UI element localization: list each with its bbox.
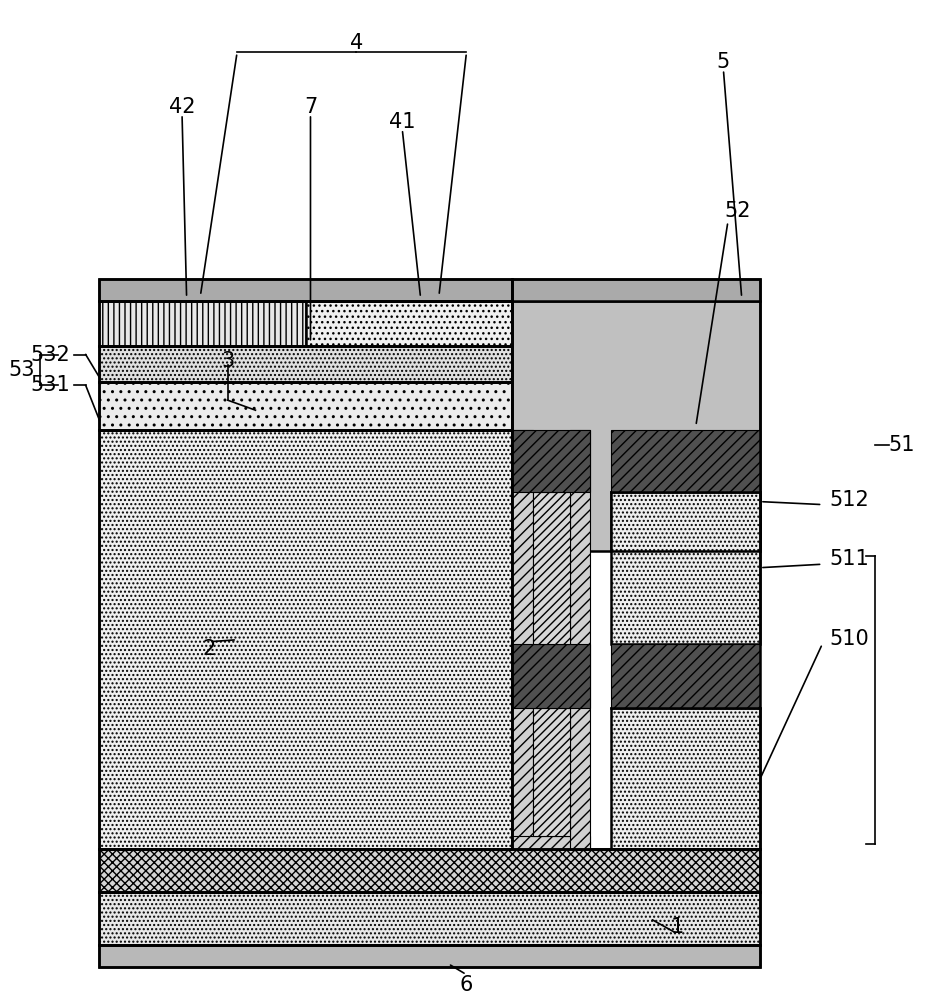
Bar: [569, 430, 590, 849]
Bar: [512, 430, 590, 492]
Bar: [610, 430, 759, 492]
Bar: [99, 382, 512, 430]
Bar: [532, 708, 569, 836]
Text: 3: 3: [221, 351, 235, 371]
Bar: [99, 346, 512, 382]
Bar: [610, 708, 759, 849]
Bar: [99, 430, 512, 849]
Bar: [512, 836, 590, 849]
Bar: [99, 346, 512, 382]
Bar: [99, 382, 512, 430]
Text: 7: 7: [303, 97, 317, 117]
Text: 512: 512: [828, 490, 868, 510]
Bar: [99, 849, 759, 892]
Bar: [512, 644, 590, 708]
Bar: [610, 644, 759, 708]
Bar: [99, 279, 512, 301]
Text: 510: 510: [828, 629, 868, 649]
Bar: [99, 279, 512, 301]
Text: 52: 52: [723, 201, 750, 221]
Bar: [99, 849, 759, 892]
Bar: [306, 301, 512, 346]
Bar: [99, 945, 759, 967]
Text: 531: 531: [31, 375, 70, 395]
Bar: [610, 492, 759, 551]
Text: 532: 532: [31, 345, 70, 365]
Text: 6: 6: [459, 975, 473, 995]
Text: 511: 511: [828, 549, 868, 569]
Bar: [512, 279, 759, 301]
Bar: [99, 301, 512, 346]
Bar: [512, 430, 590, 849]
Bar: [512, 279, 759, 849]
Text: 4: 4: [349, 33, 362, 53]
Bar: [99, 430, 512, 849]
Bar: [99, 945, 759, 967]
Text: 1: 1: [670, 917, 683, 937]
Bar: [512, 301, 759, 551]
Text: 2: 2: [203, 639, 216, 659]
Text: 5: 5: [716, 52, 730, 72]
Text: 42: 42: [169, 97, 195, 117]
Text: 53: 53: [8, 360, 35, 380]
Bar: [512, 430, 532, 849]
Bar: [99, 301, 306, 346]
Bar: [99, 892, 759, 945]
Bar: [532, 492, 569, 644]
Text: 51: 51: [887, 435, 914, 455]
Bar: [610, 492, 759, 644]
Text: 41: 41: [388, 112, 415, 132]
Bar: [99, 892, 759, 945]
